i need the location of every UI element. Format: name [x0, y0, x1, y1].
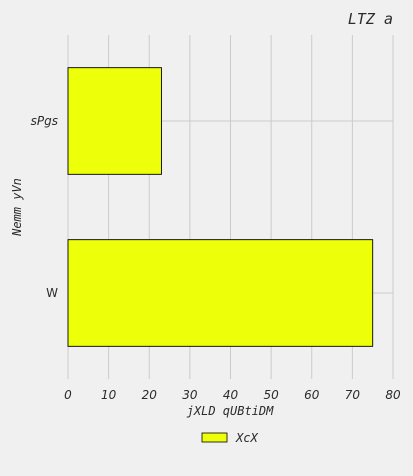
x-tick-label: 30: [182, 388, 198, 402]
bar-layer: [67, 67, 374, 347]
x-tick-label: 10: [101, 388, 117, 402]
y-tick-label: sPgs: [31, 114, 58, 128]
bar: [67, 67, 162, 175]
x-tick-label: 40: [223, 388, 239, 402]
chart-title: LTZ a: [348, 10, 393, 28]
x-tick-label: 70: [345, 388, 361, 402]
legend: XcX: [201, 431, 258, 445]
x-tick-label: 0: [64, 388, 72, 402]
x-tick-label: 20: [142, 388, 158, 402]
x-tick-label: 80: [385, 388, 401, 402]
legend-label: XcX: [235, 431, 258, 445]
legend-swatch: [201, 432, 228, 443]
x-axis-label: jXLD qUBtiDM: [187, 404, 274, 418]
y-tick-label: W: [46, 286, 58, 300]
y-axis-label: Nemm yVn: [10, 178, 24, 237]
bar: [67, 239, 374, 347]
x-tick-label: 50: [263, 388, 279, 402]
x-tick-label: 60: [304, 388, 320, 402]
tick-layer: 0 10 20 30 40 50 60 70 80 sPgs W: [31, 114, 401, 402]
